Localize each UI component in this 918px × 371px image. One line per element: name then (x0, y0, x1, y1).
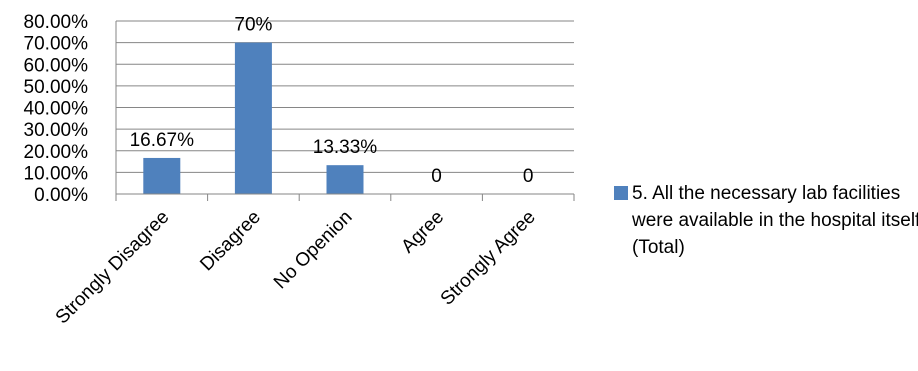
bar (234, 42, 272, 194)
x-category-label: Agree (397, 207, 448, 258)
legend-label: 5. All the necessary lab facilities were… (632, 183, 918, 258)
y-tick-label: 50.00% (24, 77, 89, 98)
y-tick-label: 20.00% (24, 142, 89, 163)
data-label: 13.33% (313, 137, 378, 158)
legend-swatch (614, 186, 628, 200)
y-tick-label: 60.00% (24, 55, 89, 76)
data-label: 0 (431, 166, 442, 187)
y-tick-label: 70.00% (24, 34, 89, 55)
bars (143, 42, 364, 194)
y-tick-label: 40.00% (24, 99, 89, 120)
bar (326, 165, 364, 194)
y-tick-label: 30.00% (24, 120, 89, 141)
axes (115, 21, 575, 201)
x-category-label: Strongly Agree (437, 207, 540, 310)
x-category-label: No Openion (270, 207, 357, 294)
bar (143, 157, 181, 194)
gridlines (116, 20, 574, 173)
x-axis-category-labels: Strongly Disagree Disagree No Openion Agree… (52, 207, 540, 329)
x-category-label: Strongly Disagree (52, 207, 174, 329)
data-label: 70% (234, 15, 272, 36)
x-category-label: Disagree (196, 207, 265, 276)
data-label: 0 (523, 166, 534, 187)
data-label: 16.67% (130, 130, 195, 151)
y-tick-label: 80.00% (24, 12, 89, 33)
y-tick-label: 0.00% (34, 185, 88, 206)
data-labels: 16.67% 70% 13.33% 0 0 (130, 15, 534, 187)
y-axis-tick-labels: 0.00%10.00%20.00%30.00%40.00%50.00%60.00… (24, 12, 89, 206)
y-tick-label: 10.00% (24, 163, 89, 184)
